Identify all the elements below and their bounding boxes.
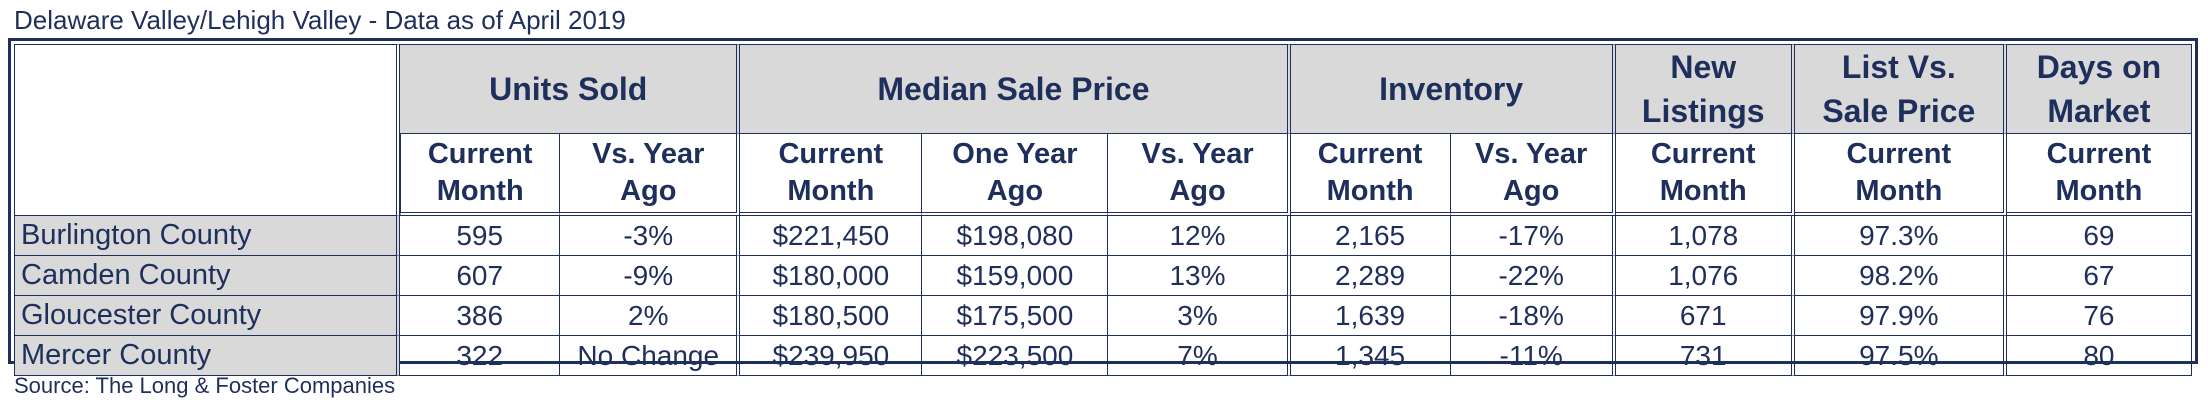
cell-price-current: $239,950 <box>740 336 923 376</box>
subheader-units-current: Current Month <box>400 134 561 216</box>
table-row: Mercer County 322 No Change $239,950 $22… <box>14 336 2192 376</box>
subheader-line1: Current <box>1650 138 1756 170</box>
cell-days-on-market: 69 <box>2006 216 2192 256</box>
cell-units-vs-year: 2% <box>560 296 741 336</box>
header-new-listings-line2: Listings <box>1641 93 1765 129</box>
cell-price-one-year: $159,000 <box>922 256 1109 296</box>
subheader-line1: Current <box>778 138 884 170</box>
cell-price-one-year: $223,500 <box>922 336 1109 376</box>
cell-inventory-vs-year: -18% <box>1450 296 1616 336</box>
subheader-new-listings-current: Current Month <box>1615 134 1795 216</box>
page-title: Delaware Valley/Lehigh Valley - Data as … <box>14 5 626 35</box>
table-row: Gloucester County 386 2% $180,500 $175,5… <box>14 296 2192 336</box>
header-list-vs-sale: List Vs. Sale Price <box>1794 44 2007 134</box>
row-label-county: Camden County <box>14 256 401 296</box>
subheader-line1: Current <box>2046 138 2152 170</box>
cell-units-vs-year: No Change <box>560 336 741 376</box>
subheader-line2: Month <box>1855 175 1943 207</box>
header-list-vs-sale-line2: Sale Price <box>1822 93 1976 129</box>
subheader-line2: Ago <box>620 175 677 207</box>
cell-price-vs-year: 12% <box>1108 216 1291 256</box>
subheader-line2: Month <box>1326 175 1414 207</box>
cell-units-current: 607 <box>400 256 561 296</box>
cell-days-on-market: 67 <box>2006 256 2192 296</box>
subheader-line1: Current <box>1846 138 1952 170</box>
cell-inventory-current: 2,165 <box>1290 216 1451 256</box>
subheader-line2: Ago <box>1169 175 1226 207</box>
subheader-line2: Month <box>1659 175 1747 207</box>
subheader-inventory-current: Current Month <box>1290 134 1451 216</box>
market-data-table: Units Sold Median Sale Price Inventory N… <box>8 38 2198 376</box>
cell-list-vs-sale: 97.9% <box>1794 296 2007 336</box>
subheader-price-vs-year: Vs. Year Ago <box>1108 134 1291 216</box>
cell-list-vs-sale: 97.3% <box>1794 216 2007 256</box>
cell-list-vs-sale: 97.5% <box>1794 336 2007 376</box>
subheader-line2: Ago <box>1502 175 1560 207</box>
header-days-on-market-line2: Market <box>2047 93 2151 129</box>
header-new-listings-line1: New <box>1670 49 1737 85</box>
table-row: Burlington County 595 -3% $221,450 $198,… <box>14 216 2192 256</box>
cell-price-one-year: $175,500 <box>922 296 1109 336</box>
subheader-line1: Vs. Year <box>1141 138 1254 170</box>
header-new-listings: New Listings <box>1615 44 1795 134</box>
subheader-line1: Vs. Year <box>592 138 705 170</box>
cell-price-vs-year: 13% <box>1108 256 1291 296</box>
cell-units-vs-year: -3% <box>560 216 741 256</box>
subheader-price-one-year: One Year Ago <box>922 134 1109 216</box>
cell-new-listings: 671 <box>1615 296 1795 336</box>
header-list-vs-sale-line1: List Vs. <box>1841 49 1956 85</box>
subheader-list-vs-sale-current: Current Month <box>1794 134 2007 216</box>
cell-list-vs-sale: 98.2% <box>1794 256 2007 296</box>
cell-price-vs-year: 7% <box>1108 336 1291 376</box>
subheader-line1: Current <box>427 138 533 170</box>
cell-new-listings: 731 <box>1615 336 1795 376</box>
subheader-line1: Current <box>1317 138 1423 170</box>
subheader-line1: Vs. Year <box>1474 138 1588 170</box>
subheader-line2: Ago <box>986 175 1044 207</box>
source-note: Source: The Long & Foster Companies <box>14 373 396 398</box>
header-days-on-market: Days on Market <box>2006 44 2192 134</box>
header-median-sale-price: Median Sale Price <box>740 44 1291 134</box>
cell-inventory-current: 2,289 <box>1290 256 1451 296</box>
cell-units-current: 322 <box>400 336 561 376</box>
cell-inventory-vs-year: -11% <box>1450 336 1616 376</box>
row-label-county: Gloucester County <box>14 296 401 336</box>
cell-units-current: 595 <box>400 216 561 256</box>
subheader-days-on-market-current: Current Month <box>2006 134 2192 216</box>
subheader-line2: Month <box>787 175 875 207</box>
subheader-price-current: Current Month <box>740 134 923 216</box>
header-inventory: Inventory <box>1290 44 1616 134</box>
cell-days-on-market: 80 <box>2006 336 2192 376</box>
cell-new-listings: 1,078 <box>1615 216 1795 256</box>
cell-units-current: 386 <box>400 296 561 336</box>
cell-price-current: $180,500 <box>740 296 923 336</box>
row-label-county: Burlington County <box>14 216 401 256</box>
row-label-county: Mercer County <box>14 336 401 376</box>
header-units-sold: Units Sold <box>400 44 741 134</box>
cell-units-vs-year: -9% <box>560 256 741 296</box>
cell-price-current: $221,450 <box>740 216 923 256</box>
cell-days-on-market: 76 <box>2006 296 2192 336</box>
cell-new-listings: 1,076 <box>1615 256 1795 296</box>
cell-inventory-vs-year: -22% <box>1450 256 1616 296</box>
subheader-line2: Month <box>2055 175 2143 207</box>
subheader-inventory-vs-year: Vs. Year Ago <box>1450 134 1616 216</box>
table-corner-cell <box>14 44 401 216</box>
cell-price-current: $180,000 <box>740 256 923 296</box>
subheader-line1: One Year <box>952 138 1078 170</box>
table-row: Camden County 607 -9% $180,000 $159,000 … <box>14 256 2192 296</box>
subheader-line2: Month <box>436 175 524 207</box>
subheader-units-vs-year: Vs. Year Ago <box>560 134 741 216</box>
header-days-on-market-line1: Days on <box>2036 49 2162 85</box>
cell-price-one-year: $198,080 <box>922 216 1109 256</box>
cell-inventory-vs-year: -17% <box>1450 216 1616 256</box>
cell-price-vs-year: 3% <box>1108 296 1291 336</box>
cell-inventory-current: 1,639 <box>1290 296 1451 336</box>
cell-inventory-current: 1,345 <box>1290 336 1451 376</box>
